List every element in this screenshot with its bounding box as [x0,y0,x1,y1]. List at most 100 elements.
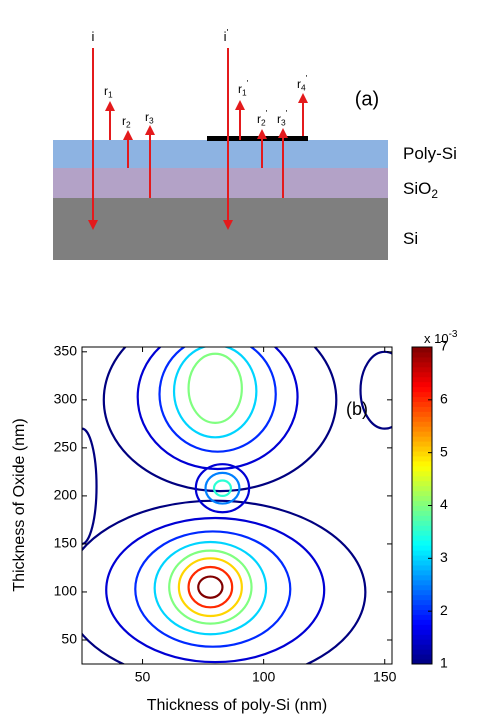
contour-line [187,352,243,424]
colorbar-multiplier: x 10-3 [424,329,458,347]
colorbar-cell [412,371,432,378]
y-tick-label: 300 [54,391,78,407]
x-tick-label: 150 [373,669,397,685]
colorbar-cell [412,446,432,452]
multiplier: x 10 [424,331,449,346]
colorbar-cell [412,555,432,561]
subscript: 1 [242,88,247,98]
colorbar-cell [412,599,432,606]
colorbar-cell [412,431,432,437]
si-layer [53,198,388,260]
colorbar-cell [412,406,432,412]
y-axis-label: Thickness of Oxide (nm) [11,418,28,591]
colorbar-cell [412,520,432,526]
colorbar-cell [412,356,432,363]
contour-line [136,347,299,471]
superscript: ' [227,28,229,38]
plot-frame [81,346,393,665]
subscript: 3 [149,116,154,126]
subscript: 4 [301,83,306,93]
y-tick-label: 250 [54,439,78,455]
label: r3' [277,108,288,128]
colorbar-cell [412,500,432,506]
colorbar-cell [412,594,432,601]
colorbar-cell [412,441,432,447]
colorbar-cell [412,629,432,635]
superscript: ' [286,108,288,118]
colorbar-tick-label: 2 [440,602,448,618]
contour-line [177,557,243,618]
colorbar-cell [412,639,432,645]
label: r2 [122,114,131,130]
label-text: r [238,82,242,96]
label: r3 [145,110,154,126]
x-tick-label: 100 [252,669,276,685]
colorbar-cell [412,366,432,373]
y-tick-label: 50 [61,631,77,647]
colorbar-cell [412,579,432,586]
colorbar-tick-label: 6 [440,391,448,407]
contour-line [102,347,338,493]
colorbar-cell [412,525,432,531]
x-tick-label: 50 [135,669,151,685]
colorbar-cell [412,495,432,502]
contour-line [168,549,253,625]
contour-line [153,540,268,636]
y-tick-label: 200 [54,487,78,503]
colorbar-cell [412,416,432,422]
contour-line [158,347,277,453]
label-text: Poly-Si [403,144,457,163]
superscript: ' [306,73,308,83]
superscript: ' [266,108,268,118]
contour-line [194,463,251,514]
panel-label: (a) [355,88,379,110]
colorbar-cell [412,619,432,625]
superscript: ' [247,78,249,88]
colorbar-cell [412,545,432,551]
label: i [92,29,95,44]
colorbar-cell [412,609,432,615]
contour-line [82,427,98,546]
axes: 50 100 150 50 100 150 200 250 300 350 1 2 3 4 5 6 7x 10-… [54,329,458,685]
colorbar-cell [412,465,432,472]
colorbar-cell [412,574,432,581]
colorbar-cell [412,386,432,393]
contour-line [197,575,224,599]
plot-area [82,347,392,664]
colorbar-cell [412,584,432,591]
contour-line [212,479,233,497]
colorbar-cell [412,550,432,556]
arrows [88,48,308,230]
colorbar-cell [412,559,432,566]
colorbar-cell [412,480,432,487]
label-text: i [92,29,95,44]
subscript: 2 [261,118,266,128]
colorbar-cell [412,381,432,388]
colorbar-cell [412,396,432,402]
label-text: r [122,114,126,128]
colorbar-cell [412,411,432,417]
label: r1' [238,78,249,98]
y-tick-label: 150 [54,535,78,551]
colorbar-cell [412,475,432,482]
colorbar-cell [412,391,432,398]
label-text: i [224,29,227,44]
label: i' [224,28,229,45]
colorbar-cell [412,659,432,665]
label-text: r [104,84,108,98]
colorbar-cell [412,455,432,462]
colorbar-cell [412,634,432,640]
colorbar-cell [412,376,432,383]
label: SiO2 [403,179,438,201]
colorbar-cell [412,505,432,511]
contour-line [134,530,292,648]
colorbar-tick-label: 5 [440,443,448,459]
colorbar-cell [412,654,432,660]
label-text: SiO [403,179,431,198]
label-text: r [145,110,149,124]
label-text: Si [403,229,418,248]
colorbar-cell [412,426,432,432]
label-text: r [297,77,301,91]
